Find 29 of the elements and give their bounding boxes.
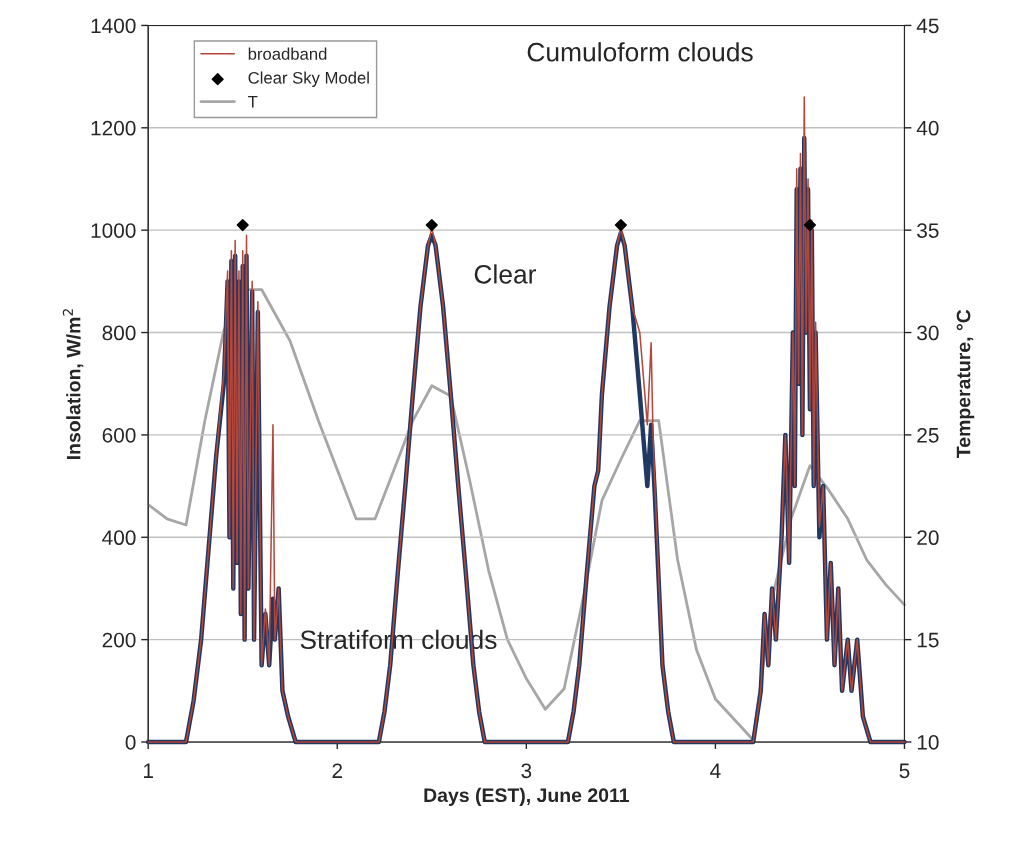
y-tick-label: 1400: [91, 18, 136, 34]
legend-label: Clear Sky Model: [248, 71, 369, 88]
x-axis-title: Days (EST), June 2011: [424, 787, 630, 806]
x-tick-label: 5: [899, 763, 910, 779]
x-tick-label: 3: [521, 763, 532, 779]
y2-tick-label: 20: [917, 530, 939, 546]
y-tick-label: 200: [102, 632, 136, 648]
y2-axis-title: Temperature, °C: [956, 309, 975, 458]
y-tick-label: 1200: [91, 120, 136, 136]
y-tick-label: 800: [102, 325, 136, 341]
annotation: Cumuloform clouds: [527, 42, 753, 62]
y2-tick-label: 30: [917, 325, 939, 341]
x-tick-label: 1: [143, 763, 153, 778]
y-tick-label: 400: [102, 530, 136, 546]
x-tick-label: 2: [332, 763, 343, 778]
y2-tick-label: 45: [916, 18, 939, 34]
y-tick-label: 0: [125, 735, 136, 750]
y-tick-label: 1000: [91, 223, 136, 238]
y2-tick-label: 35: [917, 223, 939, 238]
annotation: Clear: [474, 264, 537, 284]
x-tick-label: 4: [710, 763, 721, 778]
legend-label: broadband: [248, 47, 327, 60]
y-axis-title: Insolation, W/m$^{2}$: [62, 309, 84, 460]
legend-label: T: [248, 95, 258, 108]
y2-tick-label: 40: [916, 120, 939, 136]
y2-tick-label: 10: [917, 735, 939, 750]
y-tick-label: 600: [102, 427, 136, 443]
y2-tick-label: 25: [917, 427, 939, 443]
y2-tick-label: 15: [917, 632, 939, 648]
